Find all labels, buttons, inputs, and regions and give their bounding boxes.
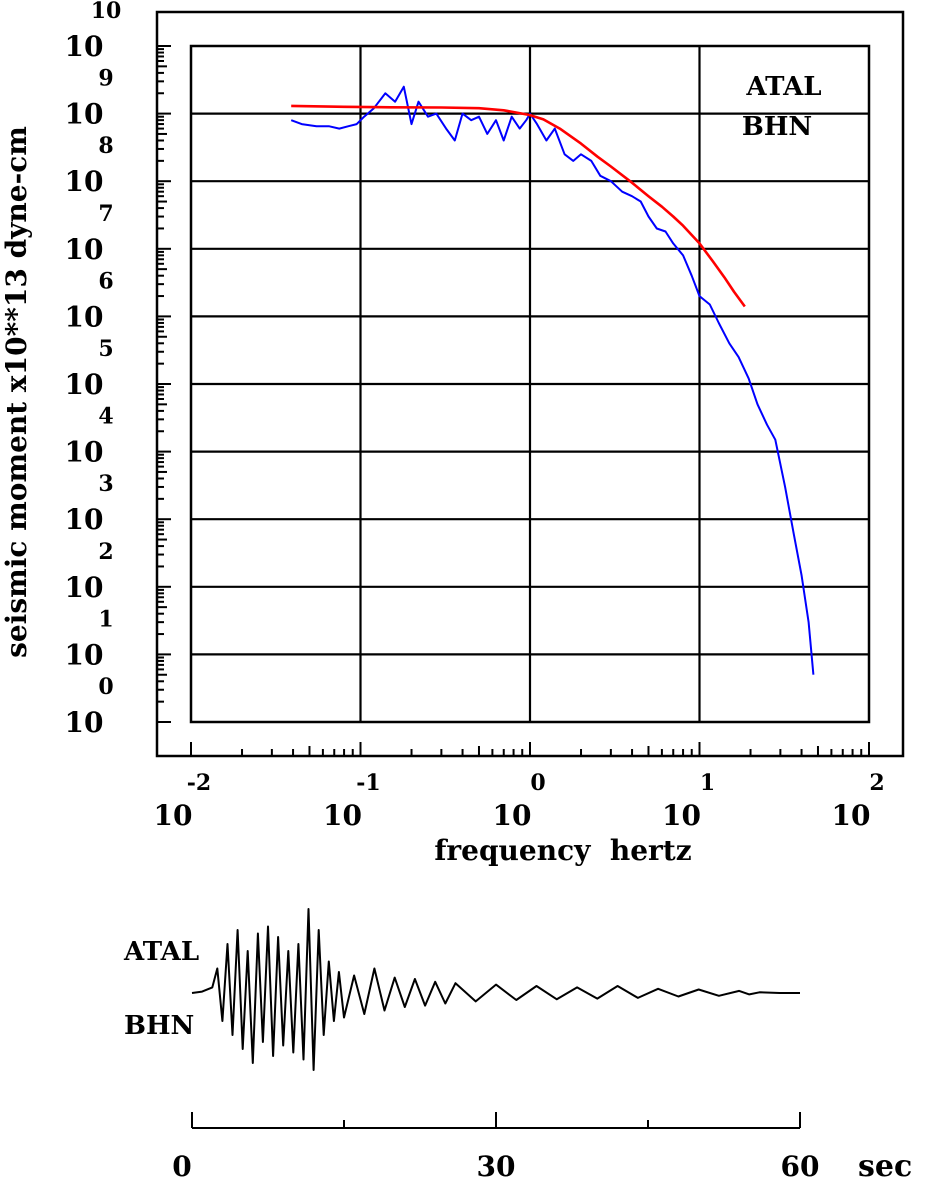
x-axis-label: frequency hertz (434, 834, 691, 867)
time-tick-label: 30 (477, 1150, 516, 1183)
y-tick-label-exponent: 8 (98, 133, 113, 159)
x-tick-label-base: 10 (832, 799, 871, 832)
spectrum-grid (191, 46, 869, 722)
spectrum-minor-ticks (157, 45, 870, 756)
time-unit-label: sec (858, 1149, 912, 1184)
seismogram-line (191, 908, 800, 1071)
seismogram-chart: ATAL BHN 0 30 60 sec (123, 908, 912, 1184)
x-tick-label-base: 10 (493, 799, 532, 832)
y-axis-label: seismic moment x10**13 dyne-cm (0, 126, 33, 658)
y-tick-label-exponent: 0 (98, 674, 113, 700)
y-tick-label-exponent: 6 (98, 268, 113, 294)
y-tick-label-base: 10 (65, 300, 104, 333)
y-tick-label-base: 10 (65, 165, 104, 198)
y-tick-label-exponent: 1 (98, 606, 113, 632)
time-axis: 0 30 60 (172, 1112, 819, 1183)
y-tick-label-exponent: 7 (98, 201, 113, 227)
time-tick-label: 60 (781, 1150, 820, 1183)
y-tick-label-base: 10 (65, 368, 104, 401)
y-tick-label-base: 10 (65, 503, 104, 536)
seismogram-component-label: BHN (124, 1011, 194, 1041)
x-tick-label-base: 10 (662, 799, 701, 832)
y-tick-label-exponent: 2 (98, 539, 113, 565)
x-tick-label-base: 10 (154, 799, 193, 832)
y-tick-label-base: 10 (65, 30, 104, 63)
observed-spectrum-line (290, 85, 815, 675)
x-tick-label-base: 10 (323, 799, 362, 832)
spectrum-x-tick-labels: 10 -2 10 -1 10 0 10 1 10 2 (154, 770, 885, 832)
x-tick-label-exponent: -2 (187, 770, 211, 796)
model-spectrum-line (291, 104, 746, 308)
y-tick-label-base: 10 (65, 571, 104, 604)
spectrum-station-label: ATAL (745, 72, 821, 102)
y-tick-label-exponent: 4 (98, 404, 113, 430)
y-tick-label-exponent: 3 (98, 471, 113, 497)
y-tick-label-base: 10 (65, 98, 104, 131)
y-tick-label-exponent: 5 (98, 336, 113, 362)
x-tick-label-exponent: 2 (869, 770, 884, 796)
y-tick-label-exponent: 9 (98, 66, 113, 92)
x-tick-label-exponent: 0 (530, 770, 545, 796)
seismogram-trace (191, 908, 800, 1071)
y-tick-label-base: 10 (65, 436, 104, 469)
x-tick-label-exponent: -1 (356, 770, 380, 796)
time-tick-label: 0 (172, 1150, 191, 1183)
spectrum-series (290, 85, 815, 675)
seismogram-station-label: ATAL (123, 937, 199, 967)
y-tick-label-exponent: 10 (91, 0, 122, 24)
y-tick-label-base: 10 (65, 638, 104, 671)
x-tick-label-exponent: 1 (700, 770, 715, 796)
y-tick-label-base: 10 (65, 233, 104, 266)
spectrum-component-label: BHN (742, 112, 812, 142)
y-tick-label-base: 10 (65, 706, 104, 739)
